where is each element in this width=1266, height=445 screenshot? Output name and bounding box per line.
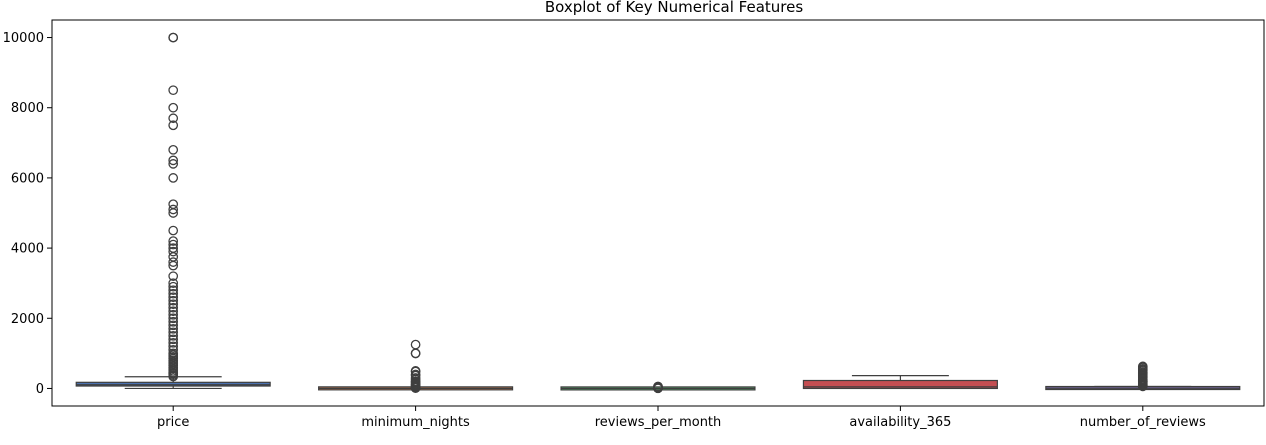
y-tick-label: 4000 <box>11 242 44 257</box>
outlier-point <box>168 225 179 236</box>
outlier-point <box>168 243 179 253</box>
y-tick-label: 0 <box>36 382 44 397</box>
box-number_of_reviews <box>1045 361 1241 392</box>
outlier-point <box>168 348 179 359</box>
outlier-point <box>168 113 179 124</box>
outlier-point <box>410 369 421 380</box>
outlier-point <box>168 345 179 355</box>
box-reviews_per_month <box>560 381 756 394</box>
outlier-point <box>410 366 421 376</box>
x-tick-label: availability_365 <box>849 415 951 430</box>
outlier-point <box>168 337 179 348</box>
outlier-point <box>168 173 179 183</box>
outlier-point <box>1137 361 1148 372</box>
outlier-point <box>168 144 179 155</box>
x-tick-label: minimum_nights <box>361 415 470 430</box>
outlier-point <box>168 120 179 131</box>
outlier-point <box>168 159 179 169</box>
outlier-point <box>410 348 421 359</box>
outlier-point <box>168 320 179 331</box>
y-tick-label: 8000 <box>11 101 44 116</box>
chart-title: Boxplot of Key Numerical Features <box>545 0 804 16</box>
outlier-point <box>168 278 179 289</box>
outlier-point <box>168 155 179 166</box>
outlier-point <box>168 299 179 310</box>
box-price <box>75 32 271 390</box>
outlier-point <box>168 236 179 246</box>
outlier-point <box>168 327 179 338</box>
x-tick-label: number_of_reviews <box>1080 415 1206 430</box>
box-iqr <box>802 379 998 390</box>
outlier-point <box>168 257 179 267</box>
outlier-point <box>653 381 663 392</box>
outlier-point <box>168 288 179 299</box>
outlier-point <box>168 309 179 320</box>
outlier-point <box>168 85 179 96</box>
outlier-point <box>168 285 179 296</box>
outlier-point <box>168 306 179 317</box>
x-tick-label: reviews_per_month <box>595 415 722 430</box>
outlier-point <box>168 102 179 113</box>
outlier-point <box>168 281 179 292</box>
box-availability_365 <box>802 375 998 390</box>
outlier-point <box>168 246 179 257</box>
outlier-point <box>168 295 179 306</box>
outlier-point <box>168 330 179 341</box>
outlier-point <box>168 199 179 210</box>
plot-frame <box>51 19 1265 407</box>
outlier-point <box>168 292 179 303</box>
x-axis: price minimum_nights reviews_per_month avai… <box>157 406 1206 430</box>
y-tick-label: 6000 <box>11 171 44 186</box>
outlier-point <box>168 271 179 282</box>
box-minimum_nights <box>318 339 514 393</box>
outlier-point <box>168 239 179 250</box>
box-series <box>75 32 1241 394</box>
y-tick-label: 2000 <box>11 312 44 327</box>
outlier-point <box>168 313 179 324</box>
outlier-point <box>168 302 179 313</box>
outlier-point <box>168 32 179 43</box>
outlier-point <box>168 341 179 352</box>
x-tick-label: price <box>157 415 189 430</box>
outlier-point <box>168 323 179 334</box>
outlier-point <box>168 316 179 327</box>
outlier-point <box>168 204 179 215</box>
outlier-point <box>168 334 179 345</box>
y-tick-label: 10000 <box>3 31 44 46</box>
y-axis: 0 2000 4000 6000 8000 10000 <box>3 31 52 397</box>
outlier-point <box>410 339 421 350</box>
